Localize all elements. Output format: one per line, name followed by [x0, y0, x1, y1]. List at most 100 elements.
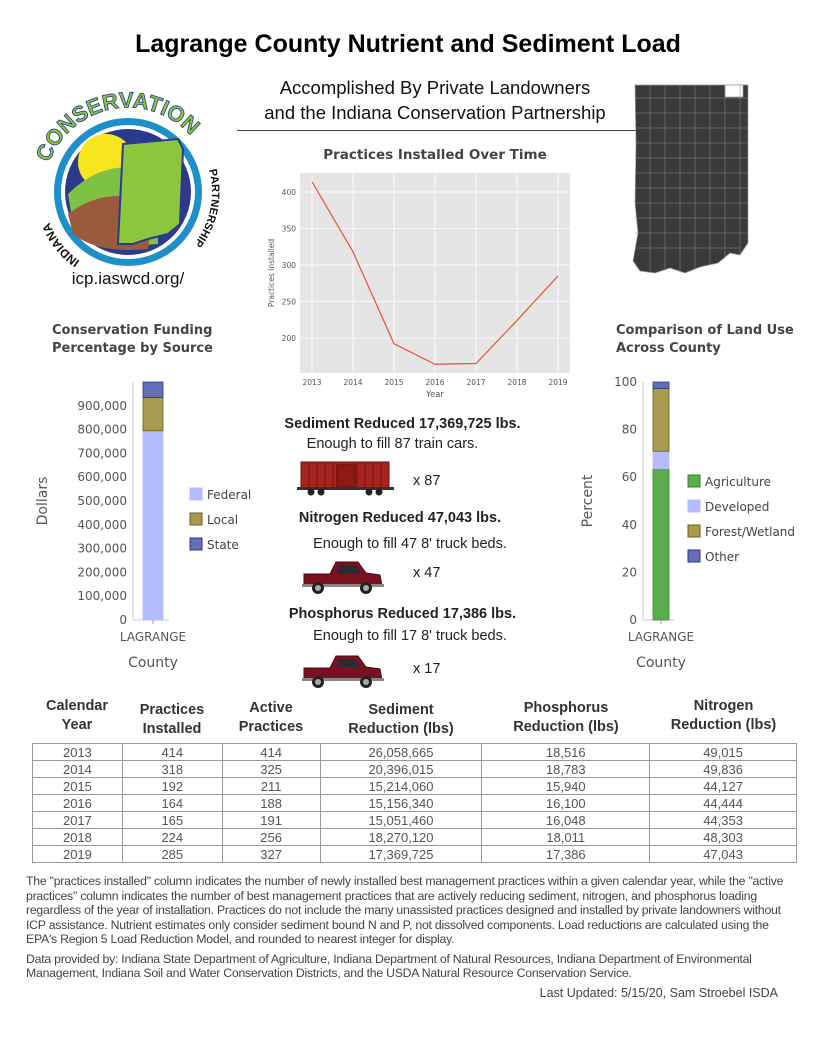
practices-line-chart: 200 250 300 350 400 2013 2014 2015 2016 2017 2018 2… — [267, 173, 570, 400]
y-axis-label: Percent — [580, 474, 596, 527]
col-header-sediment: Sediment Reduction (lbs) — [348, 702, 454, 737]
pickup-truck-icon — [302, 655, 384, 688]
table-cell: 47,043 — [649, 845, 797, 863]
bar-segment-developed — [652, 450, 670, 470]
table-row: 2017 165 191 15,051,460 16,048 44,353 — [32, 811, 797, 829]
table-row: 2019 285 327 17,369,725 17,386 47,043 — [32, 845, 797, 863]
bar-segment-local — [142, 397, 164, 432]
y-tick-label: 300 — [282, 261, 297, 270]
lagrange-county-highlight — [724, 84, 744, 98]
table-cell: 15,156,340 — [319, 794, 483, 812]
icp-logo: CONSERVATION INDIANA PARTNERSHIP icp.ias… — [30, 87, 221, 288]
sediment-count: x 87 — [413, 473, 441, 489]
legend-label: Agriculture — [705, 475, 771, 489]
data-sources: Data provided by: Indiana State Departme… — [26, 951, 752, 981]
x-tick-label: 2018 — [507, 378, 526, 387]
table-cell: 44,444 — [649, 794, 797, 812]
subtitle-line-1: Accomplished By Private Landowners — [279, 77, 591, 98]
legend-swatch — [189, 512, 203, 526]
legend-swatch — [687, 474, 701, 488]
table-cell: 15,940 — [481, 777, 651, 795]
pickup-truck-icon — [302, 561, 384, 594]
x-tick-label: LAGRANGE — [120, 630, 186, 644]
indiana-state-icon — [116, 137, 185, 245]
y-tick-label: 600,000 — [77, 470, 127, 484]
phosphorus-headline: Phosphorus Reduced 17,386 lbs. — [288, 606, 517, 622]
table-cell: 2016 — [32, 794, 123, 812]
y-tick-label: 80 — [622, 423, 637, 437]
table-cell: 17,386 — [481, 845, 651, 863]
table-cell: 192 — [121, 777, 223, 795]
subtitle-divider — [237, 130, 639, 131]
bar-segment-state — [142, 381, 164, 398]
legend-swatch — [189, 537, 203, 551]
footnote: The "practices installed" column indicat… — [26, 874, 784, 946]
legend-label: Other — [705, 550, 739, 564]
table-cell: 49,836 — [649, 760, 797, 778]
table-cell: 2019 — [32, 845, 123, 863]
legend-label: Federal — [207, 488, 251, 502]
x-axis-label: Year — [425, 390, 445, 400]
table-cell: 2017 — [32, 811, 123, 829]
y-tick-label: 400 — [282, 188, 297, 197]
table-cell: 327 — [221, 845, 321, 863]
page-title: Lagrange County Nutrient and Sediment Lo… — [135, 30, 681, 58]
table-cell: 16,100 — [481, 794, 651, 812]
col-header-installed: Practices Installed — [139, 702, 205, 737]
bar-segment-forest-wetland — [652, 388, 670, 452]
y-tick-label: 0 — [119, 613, 127, 627]
col-header-active: Active Practices — [238, 700, 304, 735]
table-cell: 20,396,015 — [319, 760, 483, 778]
sediment-headline: Sediment Reduced 17,369,725 lbs. — [284, 416, 521, 432]
table-cell: 18,516 — [481, 743, 651, 761]
table-cell: 2018 — [32, 828, 123, 846]
subtitle-line-2: and the Indiana Conservation Partnership — [264, 102, 606, 123]
x-axis-label: County — [128, 655, 178, 671]
funding-bar-chart: 0 100,000 200,000 300,000 400,000 500,000 600,… — [35, 381, 251, 671]
train-car-icon — [297, 461, 394, 496]
y-tick-label: 500,000 — [77, 494, 127, 508]
y-tick-label: 200,000 — [77, 565, 127, 579]
table-cell: 48,303 — [649, 828, 797, 846]
table-cell: 16,048 — [481, 811, 651, 829]
x-tick-label: 2019 — [548, 378, 567, 387]
y-tick-label: 700,000 — [77, 446, 127, 460]
col-header-phosphorus: Phosphorus Reduction (lbs) — [513, 700, 619, 735]
y-tick-label: 200 — [282, 334, 297, 343]
x-tick-label: 2014 — [343, 378, 362, 387]
table-row: 2014 318 325 20,396,015 18,783 49,836 — [32, 760, 797, 778]
line-chart-title: Practices Installed Over Time — [323, 147, 547, 163]
legend-label: Forest/Wetland — [705, 525, 795, 539]
y-tick-label: 100 — [614, 375, 637, 389]
table-cell: 15,051,460 — [319, 811, 483, 829]
y-tick-label: 0 — [629, 613, 637, 627]
indiana-county-map — [632, 84, 749, 274]
table-row: 2018 224 256 18,270,120 18,011 48,303 — [32, 828, 797, 846]
table-cell: 188 — [221, 794, 321, 812]
x-axis-label: County — [636, 655, 686, 671]
footer: The "practices installed" column indicat… — [26, 874, 796, 1000]
bar-segment-other — [652, 381, 670, 389]
table-cell: 2015 — [32, 777, 123, 795]
nitrogen-count: x 47 — [413, 565, 441, 581]
col-header-nitrogen: Nitrogen Reduction (lbs) — [670, 698, 777, 733]
col-header-year: Calendar Year — [45, 698, 109, 733]
table-cell: 318 — [121, 760, 223, 778]
y-axis-label: Practices Installed — [267, 239, 276, 307]
table-cell: 191 — [221, 811, 321, 829]
table-cell: 18,270,120 — [319, 828, 483, 846]
x-tick-label: 2016 — [425, 378, 444, 387]
table-cell: 18,011 — [481, 828, 651, 846]
sediment-equivalent: Enough to fill 87 train cars. — [306, 436, 479, 452]
table-cell: 17,369,725 — [319, 845, 483, 863]
table-cell: 15,214,060 — [319, 777, 483, 795]
legend-label: Developed — [705, 500, 769, 514]
x-tick-label: 2017 — [466, 378, 485, 387]
legend-label: State — [207, 538, 239, 552]
x-tick-label: 2015 — [384, 378, 403, 387]
legend-swatch — [189, 487, 203, 501]
table-cell: 211 — [221, 777, 321, 795]
landuse-chart-title: Comparison of Land Use Across County — [616, 323, 794, 356]
legend-swatch — [687, 499, 701, 513]
y-tick-label: 40 — [622, 518, 637, 532]
